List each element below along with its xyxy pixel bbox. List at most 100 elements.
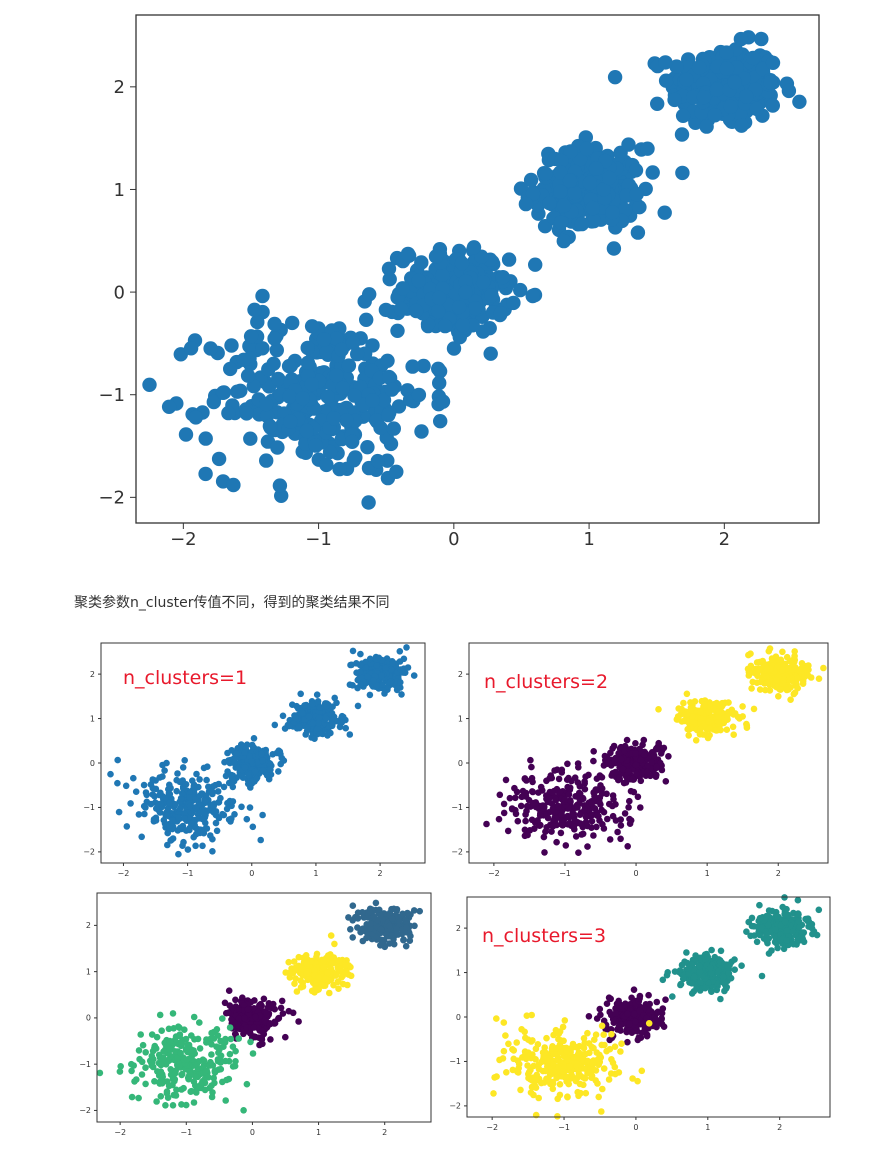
data-point bbox=[594, 1080, 601, 1087]
data-point bbox=[410, 672, 418, 679]
data-point bbox=[527, 756, 534, 764]
data-point bbox=[148, 1062, 155, 1069]
data-point bbox=[304, 319, 320, 334]
data-point bbox=[329, 368, 344, 383]
data-point bbox=[607, 1070, 615, 1077]
data-point bbox=[163, 1078, 171, 1085]
data-point bbox=[431, 361, 446, 376]
data-point bbox=[750, 923, 758, 930]
data-point bbox=[360, 927, 367, 934]
data-point bbox=[625, 804, 632, 811]
data-point bbox=[428, 249, 444, 264]
data-point bbox=[652, 1016, 660, 1023]
data-point bbox=[631, 1010, 638, 1018]
data-point bbox=[225, 987, 233, 994]
data-point bbox=[678, 705, 685, 713]
data-point bbox=[282, 389, 297, 404]
data-point bbox=[658, 73, 674, 88]
data-point bbox=[527, 1089, 535, 1096]
data-point bbox=[365, 393, 380, 408]
data-point bbox=[372, 899, 380, 907]
data-point bbox=[696, 968, 704, 976]
data-point bbox=[375, 654, 383, 662]
data-point bbox=[589, 1065, 596, 1072]
x-tick-label: 1 bbox=[705, 869, 710, 878]
data-point bbox=[432, 375, 447, 391]
data-point bbox=[176, 824, 184, 832]
data-point bbox=[591, 1036, 598, 1043]
scatter-plot-n-clusters-4: −2 −1 0 1 2 −2 −1 0 1 2 bbox=[70, 885, 440, 1145]
data-point bbox=[600, 1031, 607, 1038]
data-point bbox=[690, 973, 698, 981]
data-point bbox=[282, 1033, 289, 1041]
data-point bbox=[247, 302, 262, 317]
data-point bbox=[780, 945, 788, 953]
data-point bbox=[182, 1045, 190, 1053]
data-point bbox=[252, 1013, 259, 1021]
x-tick-label: 1 bbox=[316, 1128, 321, 1137]
data-point bbox=[231, 759, 238, 767]
data-point bbox=[167, 784, 174, 792]
data-point bbox=[723, 713, 731, 721]
data-point bbox=[142, 1049, 149, 1056]
data-point bbox=[359, 909, 366, 916]
data-point bbox=[366, 691, 374, 699]
data-point bbox=[166, 790, 174, 798]
data-point bbox=[754, 31, 769, 47]
data-point bbox=[248, 757, 255, 765]
data-point bbox=[601, 1041, 608, 1049]
y-tick-label: 2 bbox=[90, 670, 95, 679]
data-point bbox=[551, 767, 558, 774]
data-point bbox=[522, 1055, 530, 1063]
data-point bbox=[357, 650, 364, 658]
data-point bbox=[556, 1081, 564, 1088]
data-point bbox=[199, 815, 206, 823]
data-point bbox=[629, 775, 637, 783]
data-point bbox=[173, 787, 180, 795]
data-point bbox=[536, 822, 543, 829]
data-point bbox=[530, 1062, 537, 1070]
data-point bbox=[648, 759, 655, 766]
data-point bbox=[699, 731, 707, 738]
data-point bbox=[565, 774, 572, 782]
data-point bbox=[347, 926, 354, 933]
data-point bbox=[803, 915, 811, 923]
data-point bbox=[264, 1003, 272, 1011]
data-point bbox=[133, 1076, 140, 1083]
data-point bbox=[175, 850, 182, 858]
data-point bbox=[783, 653, 791, 661]
data-point bbox=[574, 804, 581, 811]
data-point bbox=[720, 978, 728, 986]
data-point bbox=[593, 775, 601, 782]
data-point bbox=[765, 647, 773, 655]
data-point bbox=[765, 98, 780, 113]
data-point bbox=[647, 772, 654, 780]
data-point bbox=[725, 970, 732, 977]
data-point bbox=[528, 1011, 535, 1019]
data-point bbox=[394, 931, 402, 938]
data-point bbox=[513, 1039, 520, 1046]
data-point bbox=[302, 952, 310, 959]
data-point bbox=[233, 750, 240, 757]
data-point bbox=[178, 1039, 185, 1047]
data-point bbox=[339, 980, 347, 988]
data-point bbox=[517, 802, 525, 810]
y-tick-label: 1 bbox=[86, 967, 91, 976]
data-point bbox=[253, 775, 260, 783]
data-point bbox=[128, 1060, 135, 1068]
data-point bbox=[320, 964, 328, 971]
data-point bbox=[164, 805, 172, 812]
data-point bbox=[308, 700, 316, 708]
data-point bbox=[166, 822, 174, 829]
data-point bbox=[163, 1088, 171, 1095]
data-point bbox=[243, 431, 258, 446]
data-point bbox=[451, 300, 467, 315]
data-point bbox=[669, 993, 676, 1000]
data-point bbox=[704, 953, 712, 961]
data-point bbox=[659, 976, 667, 984]
x-tick-label: 1 bbox=[705, 1123, 710, 1132]
data-point bbox=[314, 725, 322, 732]
data-point bbox=[779, 666, 786, 674]
y-tick-label: −2 bbox=[449, 1102, 461, 1111]
data-point bbox=[230, 777, 238, 785]
